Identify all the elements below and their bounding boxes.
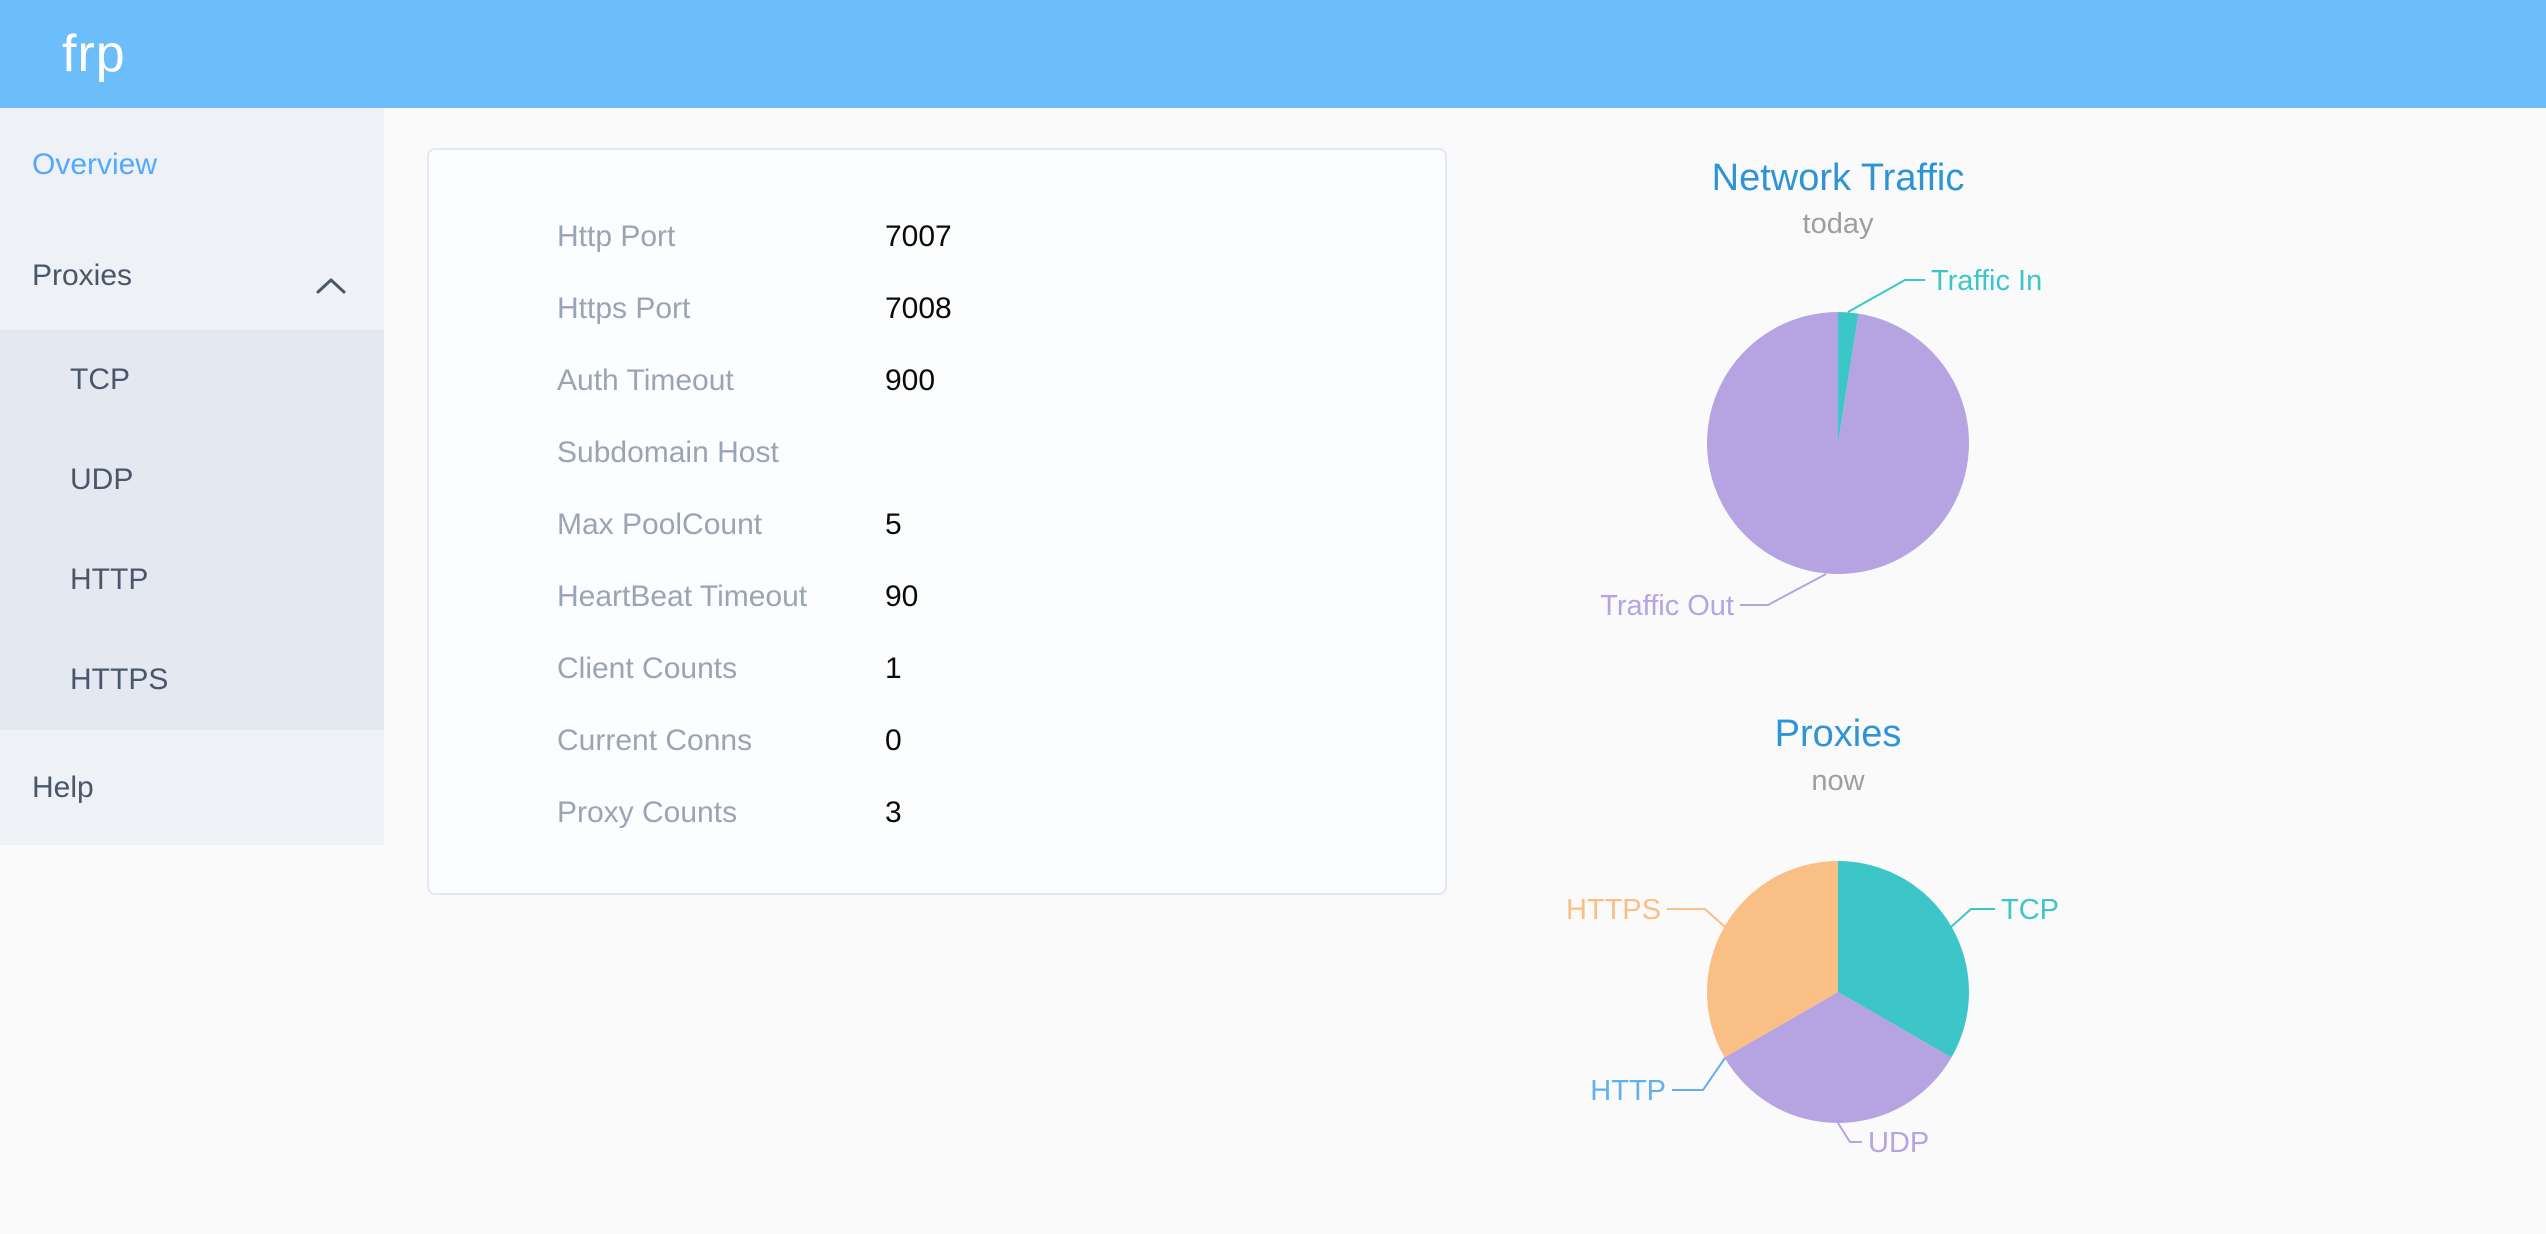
sidebar: Overview Proxies TCP UDP HTTP HTTPS Help	[0, 108, 384, 845]
config-label: Proxy Counts	[557, 796, 738, 829]
config-row: HeartBeat Timeout 90	[429, 561, 1445, 633]
config-label: Subdomain Host	[557, 436, 779, 469]
udp-leader-line	[1837, 1122, 1862, 1143]
traffic-out-label: Traffic Out	[1600, 590, 1734, 622]
config-value: 3	[885, 796, 902, 829]
tcp-label: TCP	[2001, 894, 2059, 926]
http-leader-line	[1672, 1057, 1726, 1091]
sidebar-item-tcp-label: TCP	[70, 363, 130, 396]
chevron-up-icon	[316, 268, 346, 302]
config-value: 90	[885, 580, 919, 613]
sidebar-item-proxies-label: Proxies	[32, 259, 133, 292]
config-row: Current Conns 0	[429, 705, 1445, 777]
config-row: Subdomain Host	[429, 417, 1445, 489]
config-label: HeartBeat Timeout	[557, 580, 808, 613]
sidebar-item-overview[interactable]: Overview	[0, 108, 384, 222]
config-value: 7008	[885, 292, 952, 325]
config-row: Client Counts 1	[429, 633, 1445, 705]
frp-logo: frp	[62, 25, 126, 83]
config-value: 1	[885, 652, 902, 685]
server-config-card: Http Port 7007 Https Port 7008 Auth Timeou…	[427, 148, 1447, 895]
pie-slice-traffic-in	[1838, 312, 1859, 443]
proxies-chart: Proxies now TCP UDP HTTP HTTPS	[1566, 713, 2059, 1159]
http-label: HTTP	[1590, 1075, 1666, 1107]
sidebar-item-tcp[interactable]: TCP	[0, 330, 384, 430]
config-label: Max PoolCount	[557, 508, 763, 541]
traffic-out-leader-line	[1740, 573, 1827, 606]
config-row: Https Port 7008	[429, 273, 1445, 345]
traffic-in-leader-line	[1847, 279, 1925, 313]
config-label: Current Conns	[557, 724, 753, 757]
network-traffic-pie	[1707, 312, 1970, 574]
config-label: Http Port	[557, 220, 676, 253]
pie-slice-udp	[1724, 992, 1952, 1124]
pie-slice-tcp	[1838, 861, 1970, 1058]
sidebar-item-udp-label: UDP	[70, 463, 134, 496]
sidebar-item-overview-label: Overview	[32, 148, 158, 181]
config-value: 7007	[885, 220, 952, 253]
tcp-leader-line	[1950, 908, 1995, 928]
config-value: 900	[885, 364, 936, 397]
config-label: Https Port	[557, 292, 691, 325]
config-value: 0	[885, 724, 902, 757]
pie-slice-https	[1706, 861, 1838, 1058]
config-value: 5	[885, 508, 902, 541]
config-row: Auth Timeout 900	[429, 345, 1445, 417]
udp-label: UDP	[1868, 1127, 1929, 1159]
config-row: Http Port 7007	[429, 201, 1445, 273]
top-header-bar: frp	[0, 0, 2546, 108]
config-row: Max PoolCount 5	[429, 489, 1445, 561]
config-row: Proxy Counts 3	[429, 777, 1445, 849]
proxies-subtitle: now	[1811, 765, 1865, 797]
sidebar-item-udp[interactable]: UDP	[0, 430, 384, 530]
network-traffic-chart: Network Traffic today Traffic In Traffic…	[1600, 157, 2042, 622]
sidebar-item-http[interactable]: HTTP	[0, 530, 384, 630]
sidebar-item-http-label: HTTP	[70, 563, 149, 596]
network-traffic-title: Network Traffic	[1712, 157, 1965, 199]
sidebar-item-help[interactable]: Help	[0, 730, 384, 845]
traffic-in-label: Traffic In	[1931, 265, 2042, 297]
sidebar-proxies-submenu: TCP UDP HTTP HTTPS	[0, 330, 384, 730]
pie-slice-traffic-out	[1707, 312, 1970, 574]
sidebar-item-https[interactable]: HTTPS	[0, 630, 384, 730]
sidebar-item-help-label: Help	[32, 770, 94, 804]
config-label: Auth Timeout	[557, 364, 734, 397]
https-label: HTTPS	[1566, 894, 1661, 926]
sidebar-item-proxies[interactable]: Proxies	[0, 222, 384, 330]
sidebar-item-https-label: HTTPS	[70, 663, 169, 696]
proxies-title: Proxies	[1775, 713, 1902, 755]
https-leader-line	[1667, 908, 1726, 928]
config-label: Client Counts	[557, 652, 738, 685]
network-traffic-subtitle: today	[1803, 208, 1874, 240]
proxies-pie	[1706, 861, 1970, 1124]
